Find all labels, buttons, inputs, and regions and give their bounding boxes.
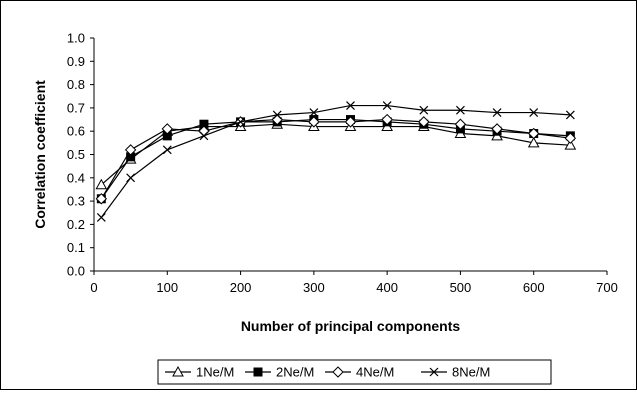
data-point-marker [126, 173, 136, 183]
data-point-marker [564, 139, 577, 150]
data-point-marker [124, 144, 137, 156]
data-point-marker [492, 108, 502, 117]
data-point-marker [456, 105, 465, 115]
legend-item: 8Ne/M [421, 365, 490, 380]
data-point-marker [418, 116, 430, 128]
x-marker-stroke [309, 108, 319, 117]
x-marker-stroke [236, 117, 245, 127]
y-tick-label: 0.0 [67, 264, 85, 279]
x-marker-stroke [199, 131, 209, 141]
legend-item: 2Ne/M [245, 365, 314, 380]
legend: 1Ne/M 2Ne/M 4Ne/M 8Ne/M [157, 359, 552, 385]
x-marker-stroke [96, 212, 106, 222]
x-tick-label: 0 [90, 280, 97, 295]
data-point-marker [236, 117, 245, 127]
x-tick-label: 400 [376, 280, 398, 295]
y-tick-label: 0.1 [67, 240, 85, 255]
y-tick-label: 0.2 [67, 217, 85, 232]
y-tick-label: 0.7 [67, 100, 85, 115]
x-marker-stroke [272, 110, 282, 120]
legend-label: 8Ne/M [452, 365, 490, 380]
data-point-marker [565, 110, 575, 120]
series-layer [95, 101, 577, 222]
y-tick-label: 0.9 [67, 54, 85, 69]
x-tick-label: 300 [303, 280, 325, 295]
x-marker-stroke [126, 173, 136, 183]
y-tick-label: 1.0 [67, 31, 85, 46]
x-tick-label: 100 [156, 280, 178, 295]
data-point-marker [332, 366, 344, 378]
x-tick-label: 200 [230, 280, 252, 295]
x-marker-stroke [529, 108, 539, 117]
data-point-marker [344, 116, 357, 128]
data-point-marker [272, 110, 282, 120]
y-tick-label: 0.3 [67, 194, 85, 209]
series-line [100, 104, 571, 218]
legend-label: 4Ne/M [356, 365, 394, 380]
legend-item: 1Ne/M [165, 365, 234, 380]
y-axis-title: Correlation coefficient [32, 80, 48, 229]
data-point-marker [528, 127, 540, 140]
x-marker-stroke [382, 101, 392, 110]
series-line [100, 118, 571, 200]
x-axis-title: Number of principal components [241, 318, 461, 334]
x-marker-stroke [346, 101, 355, 110]
x-tick-label: 600 [523, 280, 545, 295]
data-point-marker [527, 136, 540, 148]
data-point-marker [381, 113, 393, 126]
x-marker-stroke [429, 367, 439, 377]
data-point-marker [199, 131, 209, 141]
data-point-marker [491, 123, 503, 135]
data-point-marker [529, 108, 539, 117]
data-point-marker [95, 178, 108, 190]
series-3 [95, 113, 577, 205]
y-tick-label: 0.8 [67, 77, 85, 92]
series-line [100, 123, 571, 186]
y-tick-label: 0.4 [67, 170, 85, 185]
x-marker-stroke [492, 108, 502, 117]
series-line [100, 118, 571, 200]
axes: 0.0 0.1 0.2 0.3 0.4 0.5 0.6 0.7 0.8 0.9 1.0 0 100 200… [32, 31, 618, 335]
series-4 [96, 101, 575, 222]
data-point-marker [161, 123, 173, 135]
x-tick-label: 500 [450, 280, 472, 295]
data-point-marker [346, 101, 355, 110]
data-point-marker [172, 365, 184, 377]
data-point-marker [382, 101, 392, 110]
data-point-marker [162, 145, 172, 155]
data-point-marker [308, 116, 320, 128]
legend-label: 2Ne/M [276, 365, 314, 380]
x-marker-stroke [419, 105, 429, 115]
y-tick-label: 0.6 [67, 124, 85, 139]
x-marker-stroke [162, 145, 172, 155]
data-point-marker [253, 367, 263, 377]
legend-item: 4Ne/M [325, 365, 394, 380]
x-marker-stroke [456, 105, 465, 115]
legend-label: 1Ne/M [196, 365, 234, 380]
y-tick-label: 0.5 [67, 147, 85, 162]
data-point-marker [309, 108, 319, 117]
data-point-marker [96, 212, 106, 222]
data-point-marker [419, 105, 429, 115]
x-tick-label: 700 [596, 280, 618, 295]
x-marker-stroke [565, 110, 575, 120]
data-point-marker [95, 193, 108, 205]
data-point-marker [564, 132, 577, 144]
data-point-marker [454, 118, 467, 130]
data-point-marker [429, 367, 439, 377]
legend-box [157, 359, 552, 385]
